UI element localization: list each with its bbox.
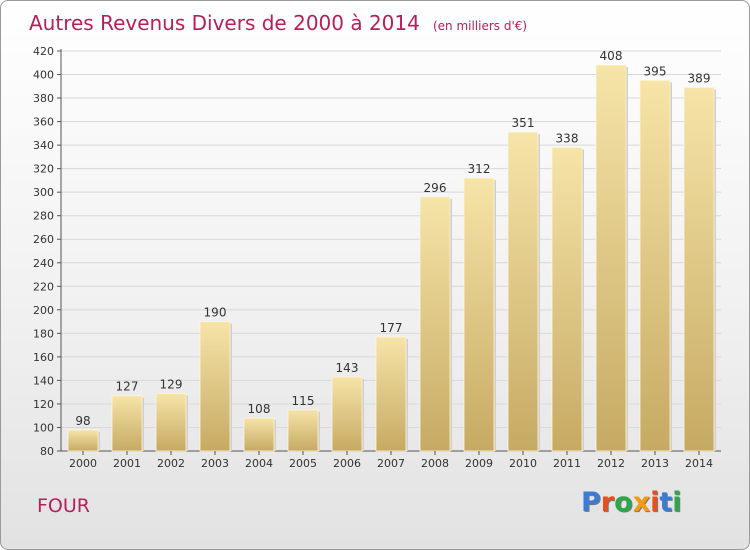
- bar: [243, 417, 275, 452]
- x-tick-label: 2006: [333, 457, 361, 470]
- data-label: 389: [688, 71, 711, 85]
- y-tick-label: 420: [33, 45, 54, 58]
- y-tick-label: 320: [33, 163, 54, 176]
- bar: [331, 376, 363, 452]
- x-tick-label: 2009: [465, 457, 493, 470]
- logo-letter: t: [659, 487, 673, 518]
- y-tick-label: 380: [33, 92, 54, 105]
- x-tick-label: 2007: [377, 457, 405, 470]
- logo-letter: r: [600, 487, 615, 518]
- x-tick-label: 2005: [289, 457, 317, 470]
- logo-letter: o: [614, 487, 633, 518]
- y-tick-label: 400: [33, 69, 54, 82]
- bar: [111, 395, 143, 452]
- data-label: 395: [644, 64, 667, 78]
- bar: [199, 321, 231, 452]
- y-tick-label: 300: [33, 186, 54, 199]
- chart-unit-text: (en milliers d'€): [432, 19, 528, 33]
- y-tick-label: 200: [33, 304, 54, 317]
- place-name: FOUR: [37, 495, 90, 517]
- logo-letter: i: [672, 487, 682, 518]
- logo-letter: i: [650, 487, 660, 518]
- y-tick-label: 80: [40, 445, 54, 458]
- x-tick-label: 2011: [553, 457, 581, 470]
- logo-letter: x: [632, 487, 651, 518]
- y-tick-label: 240: [33, 257, 54, 270]
- bar: [551, 147, 583, 452]
- y-tick-label: 160: [33, 351, 54, 364]
- proxiti-logo: Proxiti: [581, 487, 682, 518]
- data-label: 296: [424, 181, 447, 195]
- x-tick-label: 2004: [245, 457, 273, 470]
- x-tick-label: 2013: [641, 457, 669, 470]
- bar: [155, 392, 187, 452]
- x-tick-label: 2008: [421, 457, 449, 470]
- y-tick-label: 220: [33, 280, 54, 293]
- data-label: 351: [512, 116, 535, 130]
- bar: [639, 80, 671, 452]
- bar: [375, 336, 407, 452]
- bar: [67, 429, 99, 452]
- bar: [463, 177, 495, 452]
- y-tick-label: 360: [33, 116, 54, 129]
- y-tick-label: 260: [33, 233, 54, 246]
- x-tick-label: 2001: [113, 457, 141, 470]
- x-tick-label: 2002: [157, 457, 185, 470]
- data-label: 129: [160, 377, 183, 391]
- bar: [683, 87, 715, 452]
- data-label: 408: [600, 49, 623, 63]
- x-tick-label: 2012: [597, 457, 625, 470]
- y-tick-label: 340: [33, 139, 54, 152]
- x-tick-label: 2014: [685, 457, 713, 470]
- y-tick-label: 180: [33, 327, 54, 340]
- y-tick-label: 140: [33, 374, 54, 387]
- data-label: 108: [248, 402, 271, 416]
- chart-title: Autres Revenus Divers de 2000 à 2014 (en…: [29, 11, 527, 35]
- bar: [287, 409, 319, 452]
- bar: [507, 131, 539, 452]
- data-label: 115: [292, 394, 315, 408]
- data-label: 98: [75, 414, 90, 428]
- y-tick-label: 280: [33, 210, 54, 223]
- logo-letter: P: [581, 487, 601, 518]
- data-label: 143: [336, 361, 359, 375]
- bar: [419, 196, 451, 452]
- x-tick-label: 2003: [201, 457, 229, 470]
- bar: [595, 64, 627, 452]
- data-label: 127: [116, 380, 139, 394]
- data-label: 190: [204, 306, 227, 320]
- data-label: 312: [468, 162, 491, 176]
- x-tick-label: 2010: [509, 457, 537, 470]
- data-label: 338: [556, 131, 579, 145]
- x-tick-label: 2000: [69, 457, 97, 470]
- y-tick-label: 120: [33, 398, 54, 411]
- chart-title-text: Autres Revenus Divers de 2000 à 2014: [29, 11, 420, 35]
- y-tick-label: 100: [33, 421, 54, 434]
- data-label: 177: [380, 321, 403, 335]
